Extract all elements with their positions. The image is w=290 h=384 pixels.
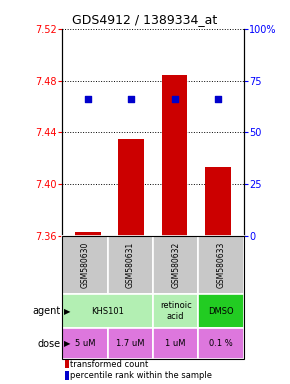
Text: KHS101: KHS101	[91, 306, 124, 316]
Text: transformed count: transformed count	[70, 359, 148, 369]
Text: percentile rank within the sample: percentile rank within the sample	[70, 371, 212, 380]
Text: GSM580632: GSM580632	[171, 242, 180, 288]
Text: ▶: ▶	[64, 306, 70, 316]
Text: retinoic
acid: retinoic acid	[160, 301, 191, 321]
Bar	[205, 167, 231, 236]
Text: 5 uM: 5 uM	[75, 339, 95, 348]
Point	[172, 96, 177, 103]
Text: GDS4912 / 1389334_at: GDS4912 / 1389334_at	[72, 13, 218, 26]
Text: agent: agent	[33, 306, 61, 316]
Text: GSM580631: GSM580631	[126, 242, 135, 288]
Text: 0.1 %: 0.1 %	[209, 339, 233, 348]
Point	[86, 96, 90, 103]
Point	[129, 96, 134, 103]
Bar	[75, 232, 101, 236]
Bar	[118, 139, 144, 236]
Text: 1 uM: 1 uM	[165, 339, 186, 348]
Text: GSM580630: GSM580630	[81, 242, 90, 288]
Text: dose: dose	[38, 339, 61, 349]
Text: ▶: ▶	[64, 339, 70, 348]
Point	[215, 96, 220, 103]
Bar	[162, 75, 188, 236]
Text: DMSO: DMSO	[208, 306, 234, 316]
Text: 1.7 uM: 1.7 uM	[116, 339, 145, 348]
Text: GSM580633: GSM580633	[216, 242, 225, 288]
